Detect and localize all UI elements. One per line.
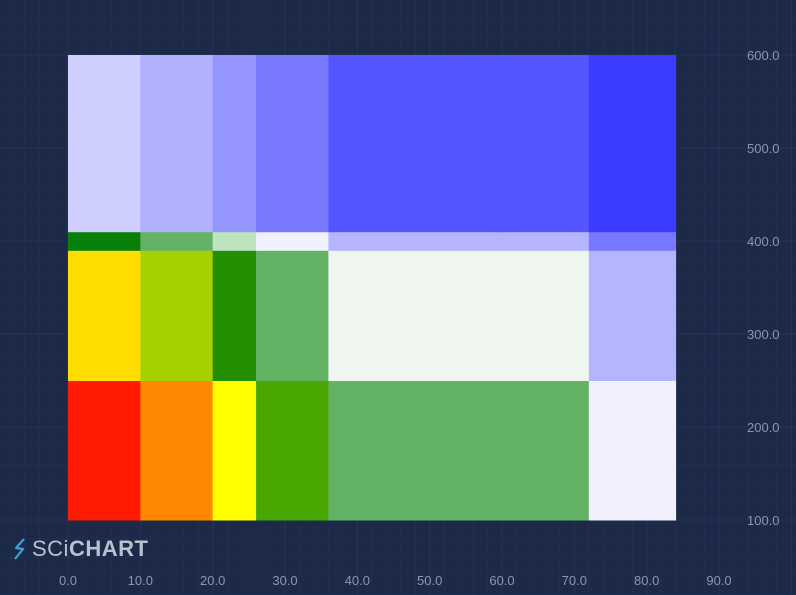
heatmap-cell xyxy=(588,231,677,251)
y-tick-label: 500.0 xyxy=(747,141,780,156)
logo-text-bold: CHART xyxy=(68,536,149,561)
x-tick-label: 30.0 xyxy=(272,573,297,588)
y-tick-label: 600.0 xyxy=(747,48,780,63)
heatmap-cell xyxy=(68,231,141,251)
scichart-logo: SCiCHART xyxy=(12,536,148,562)
x-tick-label: 50.0 xyxy=(417,573,442,588)
x-tick-label: 80.0 xyxy=(634,573,659,588)
heatmap-cells xyxy=(68,55,677,521)
x-axis: 0.0 10.0 20.0 30.0 40.0 50.0 60.0 70.0 80.0 90.0 xyxy=(59,573,732,588)
heatmap-cell xyxy=(502,55,590,233)
heatmap-cell xyxy=(502,380,590,521)
heatmap-cell xyxy=(140,250,214,381)
heatmap-cell xyxy=(328,250,503,381)
x-tick-label: 70.0 xyxy=(562,573,587,588)
x-tick-label: 60.0 xyxy=(489,573,514,588)
x-tick-label: 90.0 xyxy=(706,573,731,588)
heatmap-cell xyxy=(502,231,590,251)
heatmap-cell xyxy=(256,55,329,233)
heatmap-cell xyxy=(256,231,329,251)
y-tick-label: 300.0 xyxy=(747,327,780,342)
heatmap-cell xyxy=(212,55,257,233)
heatmap-cell xyxy=(212,250,257,381)
heatmap-cell xyxy=(140,380,214,521)
heatmap-cell xyxy=(328,231,503,251)
heatmap-cell xyxy=(68,380,141,521)
x-tick-label: 40.0 xyxy=(345,573,370,588)
heatmap-cell xyxy=(68,250,141,381)
heatmap-cell xyxy=(140,55,214,233)
x-tick-label: 0.0 xyxy=(59,573,77,588)
x-tick-label: 20.0 xyxy=(200,573,225,588)
heatmap-cell xyxy=(588,380,677,521)
heatmap-cell xyxy=(212,231,257,251)
y-axis: 100.0 200.0 300.0 400.0 500.0 600.0 xyxy=(747,48,780,528)
scichart-logo-icon xyxy=(14,538,25,560)
heatmap-cell xyxy=(328,380,503,521)
heatmap-cell xyxy=(140,231,214,251)
heatmap-cell xyxy=(256,380,329,521)
y-tick-label: 400.0 xyxy=(747,234,780,249)
heatmap-cell xyxy=(328,55,503,233)
heatmap-cell xyxy=(212,380,257,521)
heatmap-cell xyxy=(588,250,677,381)
heatmap-cell xyxy=(588,55,677,233)
heatmap-cell xyxy=(68,55,141,233)
logo-text-light: SCi xyxy=(32,536,69,561)
y-tick-label: 200.0 xyxy=(747,420,780,435)
heatmap-cell xyxy=(256,250,329,381)
x-tick-label: 10.0 xyxy=(128,573,153,588)
y-tick-label: 100.0 xyxy=(747,513,780,528)
heatmap-cell xyxy=(502,250,590,381)
